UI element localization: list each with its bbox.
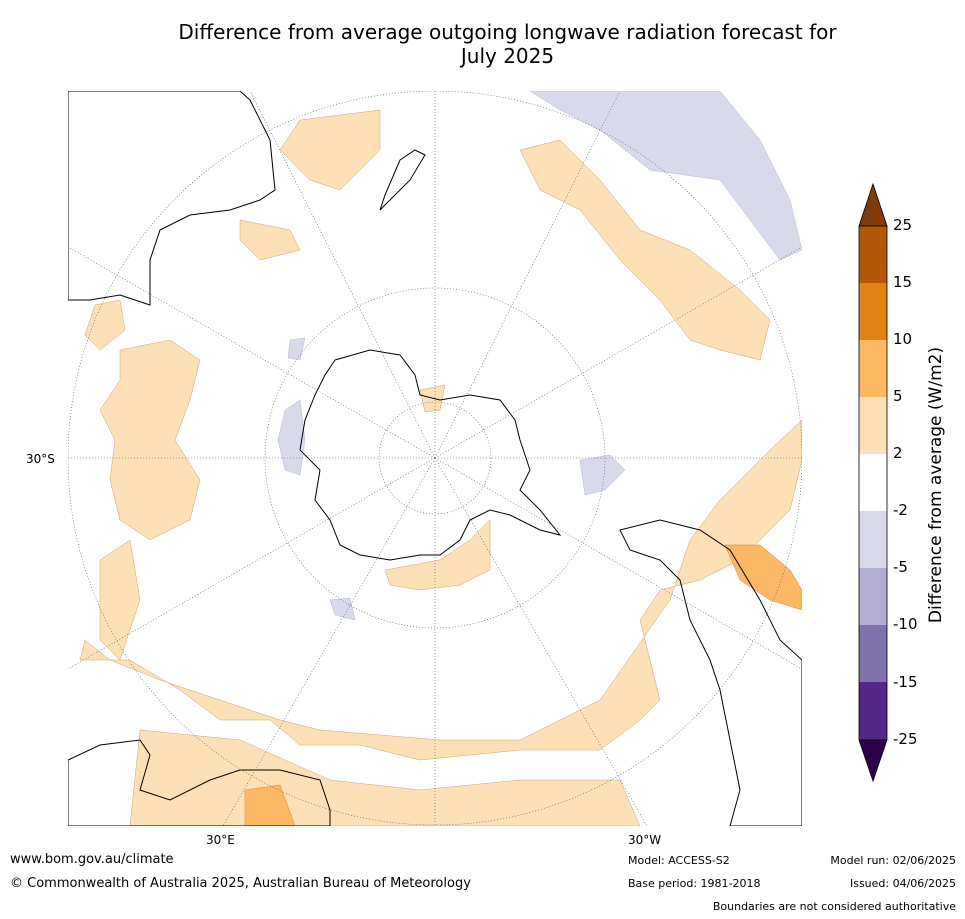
anomaly-australia-south [239,219,301,261]
anomaly-weddell-coast [384,519,491,591]
chart-title: Difference from average outgoing longwav… [100,20,915,68]
antarctica-coastline [299,349,562,561]
colorbar-bin-neg15-neg10 [859,625,887,682]
colorbar-tick-neg10: -10 [893,615,918,633]
graticule-60s [264,287,606,629]
colorbar-tick-neg5: -5 [893,558,908,576]
footer-disclaimer: Boundaries are not considered authoritat… [712,900,956,913]
colorbar-tick-neg2: -2 [893,501,908,519]
colorbar-bin-5-10 [859,340,887,397]
footer-model-run: Model run: 02/06/2025 [830,854,956,867]
chart-title-line-2: July 2025 [460,44,555,68]
footer-url[interactable]: www.bom.gov.au/climate [10,852,174,867]
anomaly-5-10-africa-south [244,784,296,826]
anomaly-neg-indian-ocean [287,337,306,361]
colorbar-tick-2: 2 [893,444,903,462]
colorbar-bin-neg2-2 [859,454,887,511]
graticule-80s [378,401,492,515]
africa-coastline [68,739,331,826]
colorbar-bin-neg25-neg15 [859,682,887,740]
colorbar-bin-neg5-neg2 [859,511,887,568]
latitude-label-30s: 30°S [26,452,55,466]
map-plot-area [68,91,802,826]
anomaly-neg-south-atlantic [329,597,356,621]
anomaly-neg-central-pacific [529,91,802,261]
anomaly-pacific-northeast [519,139,771,361]
anomaly-5-to-10-areas [244,544,802,826]
colorbar-tick-10: 10 [893,330,913,348]
colorbar-extend-max [858,182,888,227]
colorbar-bin-2-5 [859,397,887,454]
longitude-label-30w: 30°W [628,833,662,847]
australia-coastline [68,91,276,306]
colorbar-bin-15-25 [859,226,887,283]
colorbar-extend-min [858,739,888,783]
anomaly-atlantic-east [99,539,141,661]
anomaly-indian-ocean-west [99,339,201,541]
anomaly-africa-east [84,299,126,351]
graticule-meridians [68,91,802,826]
footer-model: Model: ACCESS-S2 [628,854,730,867]
colorbar-tick-neg15: -15 [893,673,918,691]
south-america-coastline [619,519,802,826]
colorbar-bin-neg10-neg5 [859,568,887,625]
colorbar-label: Difference from average (W/m2) [926,346,946,624]
colorbar-tick-5: 5 [893,387,903,405]
chart-title-line-1: Difference from average outgoing longwav… [178,20,837,44]
footer-issued: Issued: 04/06/2025 [849,877,956,890]
colorbar-tick-15: 15 [893,273,913,291]
footer-copyright: © Commonwealth of Australia 2025, Austra… [10,876,471,891]
colorbar [858,182,888,783]
anomaly-5-10-andes [724,544,802,611]
longitude-label-30e: 30°E [206,833,235,847]
anomaly-neg-southern-ocean-west [277,399,306,476]
new-zealand-coastline [379,149,426,211]
footer-base-period: Base period: 1981-2018 [628,877,761,890]
colorbar-tick-neg25: -25 [893,730,918,748]
anomaly-tasman-sea [279,109,381,191]
colorbar-tick-25: 25 [893,216,913,234]
colorbar-frame [858,225,888,741]
anomaly-south-america-region [79,419,802,761]
colorbar-bin-10-15 [859,283,887,340]
anomaly-neg5-to-neg2-areas [277,91,802,621]
